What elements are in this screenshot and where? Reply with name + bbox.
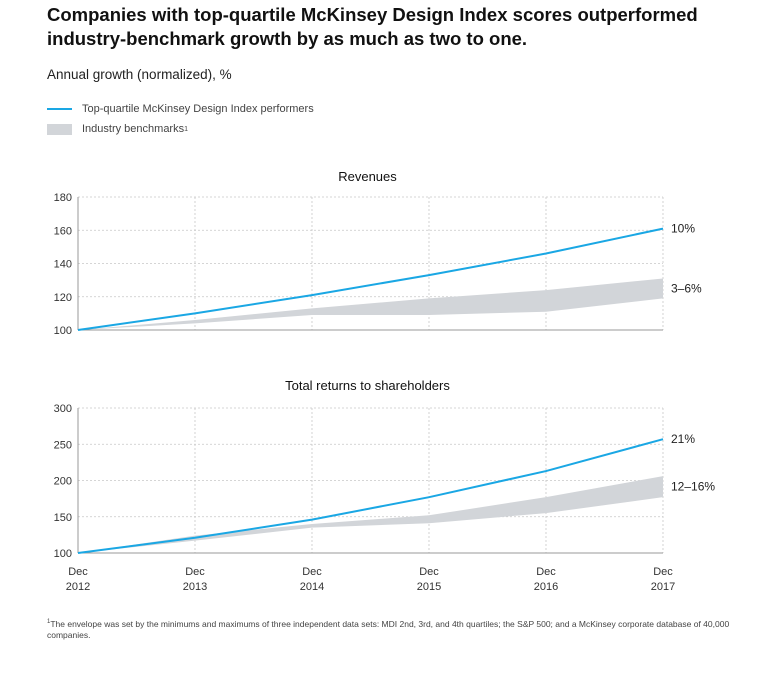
x-tick-label-year: 2015	[417, 581, 441, 593]
y-tick-label: 140	[54, 259, 72, 271]
x-tick-label: Dec	[185, 566, 205, 578]
x-tick-label: Dec	[68, 566, 88, 578]
footnote-text: The envelope was set by the minimums and…	[47, 618, 730, 640]
x-tick-label-year: 2012	[66, 581, 90, 593]
series-line-1	[77, 227, 664, 331]
legend-item-band: Industry benchmarks 1	[47, 119, 314, 139]
legend-line-label: Top-quartile McKinsey Design Index perfo…	[82, 103, 314, 115]
y-tick-label: 120	[54, 292, 72, 304]
title-line-1: Companies with top-quartile McKinsey Des…	[47, 4, 698, 25]
chart-title: Revenues	[338, 169, 397, 184]
footnote-mark: 1	[47, 619, 51, 625]
title-line-2: industry-benchmark growth by as much as …	[47, 28, 528, 49]
legend-footnote-mark: 1	[184, 125, 189, 133]
chart-panel-2: Total returns to shareholders 100 150 200 25…	[54, 378, 716, 593]
chart-subtitle: Annual growth (normalized), %	[47, 67, 232, 82]
legend-band-swatch	[47, 123, 72, 135]
x-tick-label: Dec	[419, 566, 439, 578]
series-line-1	[77, 438, 664, 554]
x-tick-label: Dec	[536, 566, 556, 578]
legend-line-swatch	[47, 108, 72, 110]
x-tick-label-year: 2013	[183, 581, 207, 593]
chart-panel-1: Revenues 100 120 140 160 180 10% 3–6%	[54, 169, 702, 337]
footnote: 1The envelope was set by the minimums an…	[47, 617, 737, 641]
x-tick-label-year: 2016	[534, 581, 558, 593]
y-tick-label: 300	[54, 403, 72, 415]
x-tick-label: Dec	[653, 566, 673, 578]
end-label-band: 3–6%	[671, 281, 702, 295]
y-tick-label: 250	[54, 439, 72, 451]
y-tick-label: 100	[54, 325, 72, 337]
y-tick-label: 150	[54, 512, 72, 524]
x-tick-label-year: 2017	[651, 581, 675, 593]
end-label-line: 21%	[671, 432, 695, 446]
y-tick-label: 200	[54, 476, 72, 488]
y-tick-label: 160	[54, 225, 72, 237]
end-label-band: 12–16%	[671, 480, 715, 494]
benchmark-band	[78, 278, 663, 330]
page-title: Companies with top-quartile McKinsey Des…	[47, 3, 747, 51]
legend-item-line: Top-quartile McKinsey Design Index perfo…	[47, 99, 314, 119]
end-label-line: 10%	[671, 222, 695, 236]
x-tick-label: Dec	[302, 566, 322, 578]
legend: Top-quartile McKinsey Design Index perfo…	[47, 99, 314, 139]
legend-band-label: Industry benchmarks	[82, 123, 185, 135]
y-tick-label: 100	[54, 548, 72, 560]
chart-title: Total returns to shareholders	[285, 378, 450, 393]
y-tick-label: 180	[54, 192, 72, 204]
x-tick-label-year: 2014	[300, 581, 324, 593]
